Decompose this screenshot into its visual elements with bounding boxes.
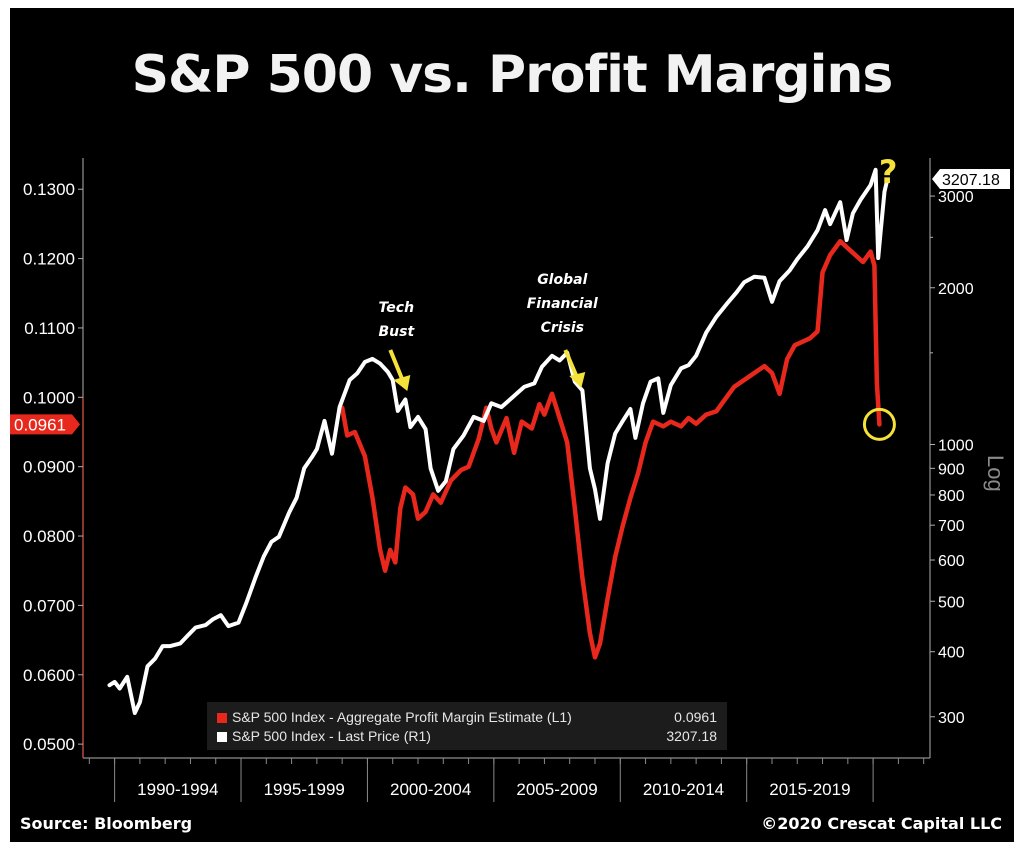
x-tick-label: 2015-2019 [769, 780, 850, 799]
right-axis-log-label: Log [983, 455, 1008, 492]
arrow-tech-bust [388, 349, 406, 383]
highlight-circle [862, 407, 896, 441]
right-tick-label: 1000 [938, 438, 974, 455]
series-line-last-price [107, 167, 889, 715]
legend-label-price: S&P 500 Index - Last Price (R1) [232, 728, 431, 744]
legend-swatch-price [217, 732, 227, 742]
left-tick-label: 0.0500 [23, 735, 75, 754]
annotation-gfc: Global [537, 272, 587, 288]
right-tick-label: 2000 [938, 281, 974, 298]
left-tick-label: 0.0900 [23, 458, 75, 477]
chart-legend: S&P 500 Index - Aggregate Profit Margin … [207, 702, 727, 750]
legend-value-price: 3207.18 [666, 728, 717, 744]
annotation-tech-bust: Tech [379, 300, 415, 316]
left-current-value: 0.0961 [14, 415, 66, 434]
left-tick-label: 0.1300 [23, 180, 75, 199]
legend-swatch-margin [217, 713, 227, 723]
left-tick-label: 0.1000 [23, 388, 75, 407]
chart-title: S&P 500 vs. Profit Margins [131, 45, 894, 105]
left-tick-label: 0.1200 [23, 250, 75, 269]
arrowhead-gfc [569, 372, 586, 388]
x-tick-label: 2000-2004 [390, 780, 471, 799]
right-tick-label: 3000 [938, 189, 974, 206]
annotation-question-mark: ? [879, 153, 898, 191]
right-current-value: 3207.18 [942, 172, 1000, 189]
arrow-gfc [563, 349, 580, 379]
x-tick-label: 1990-1994 [137, 780, 218, 799]
left-tick-label: 0.0800 [23, 527, 75, 546]
legend-item-margin: S&P 500 Index - Aggregate Profit Margin … [217, 708, 717, 726]
left-tick-label: 0.1100 [24, 319, 75, 338]
left-tick-label: 0.0700 [23, 596, 75, 615]
copyright-label: ©2020 Crescat Capital LLC [761, 814, 1002, 833]
annotation-tech-bust: Bust [378, 324, 415, 340]
left-current-flag [10, 414, 80, 435]
right-tick-label: 600 [938, 553, 965, 570]
arrowhead-tech-bust [393, 375, 411, 391]
series-line-profit-margin [339, 238, 882, 660]
right-tick-label: 500 [938, 594, 965, 611]
legend-label-margin: S&P 500 Index - Aggregate Profit Margin … [232, 709, 572, 725]
right-tick-label: 400 [938, 645, 965, 662]
annotation-gfc: Crisis [541, 320, 584, 336]
right-current-flag [932, 168, 1010, 189]
x-tick-label: 2005-2009 [516, 780, 597, 799]
legend-item-price: S&P 500 Index - Last Price (R1) 3207.18 [217, 727, 717, 745]
legend-value-margin: 0.0961 [674, 709, 717, 725]
x-tick-label: 1995-1999 [264, 780, 345, 799]
right-tick-label: 900 [938, 461, 965, 478]
source-label: Source: Bloomberg [20, 814, 193, 833]
left-tick-label: 0.0600 [23, 666, 75, 685]
right-tick-label: 800 [938, 488, 965, 505]
x-tick-label: 2010-2014 [643, 780, 724, 799]
right-tick-label: 700 [938, 518, 965, 535]
right-tick-label: 300 [938, 710, 965, 727]
annotation-gfc: Financial [527, 296, 598, 312]
